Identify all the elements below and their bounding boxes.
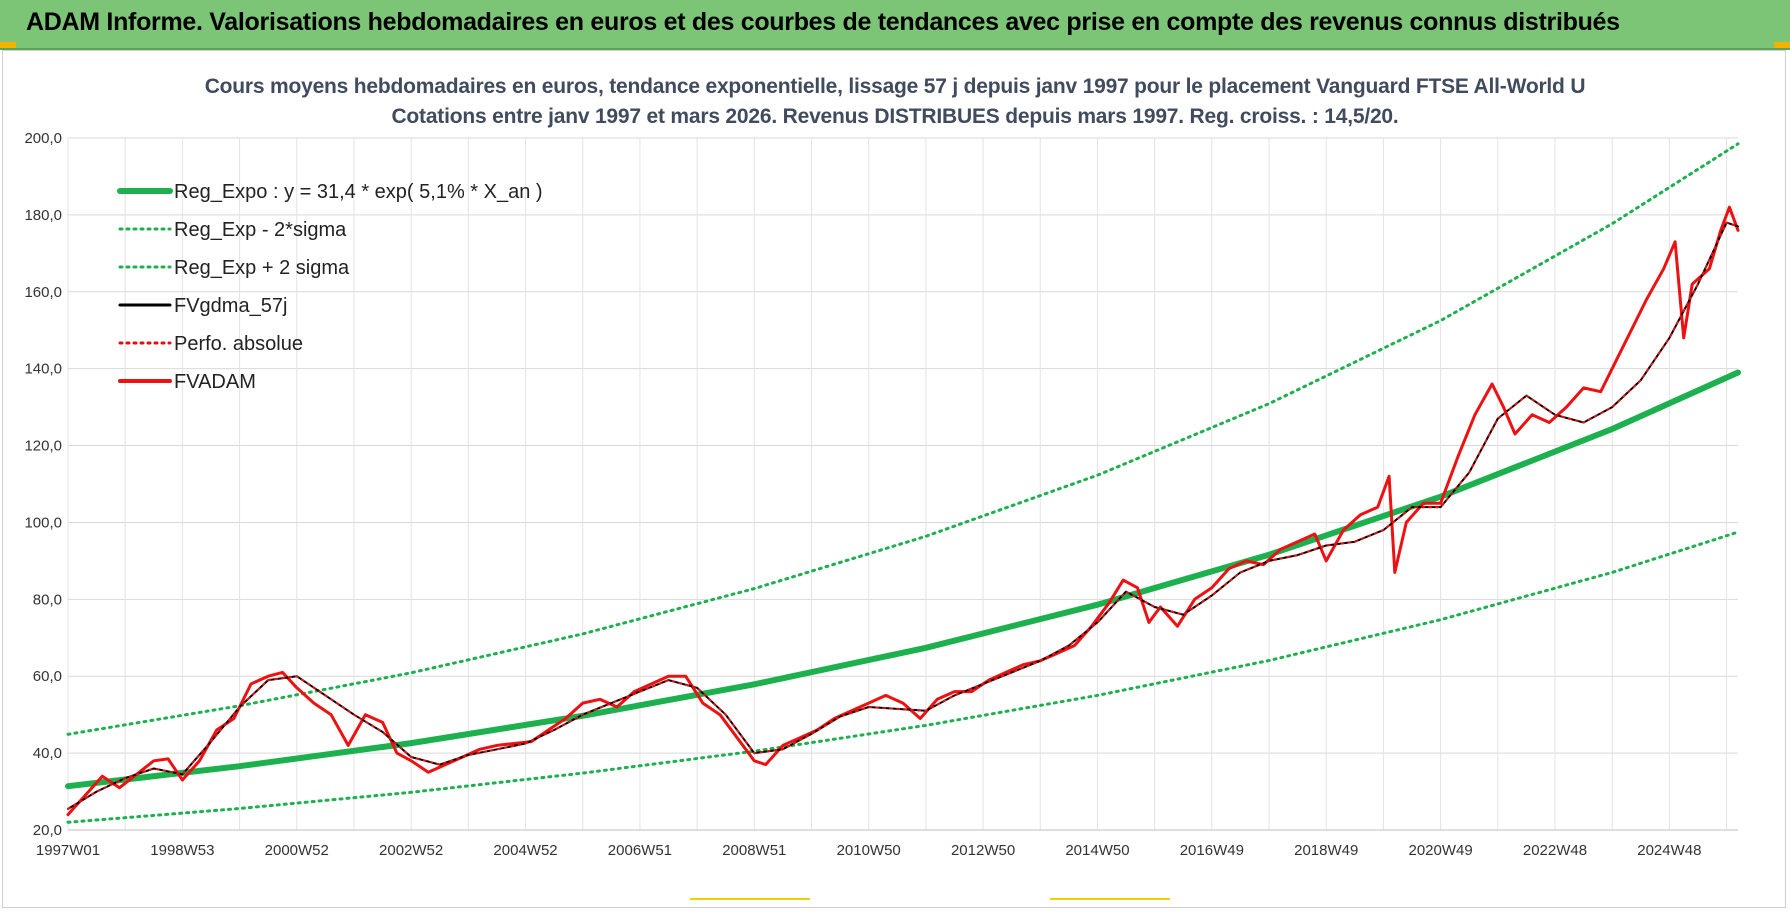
y-tick-label: 40,0: [33, 745, 62, 762]
y-axis: 20,0 40,0 60,0 80,0 100,0 120,0 140,0 160,0 180,…: [24, 130, 62, 839]
x-tick-label: 2002W52: [379, 842, 443, 859]
series-line-4: [67, 221, 1739, 810]
y-tick-label: 200,0: [24, 130, 62, 147]
bottom-mark: [690, 898, 810, 900]
x-tick-label: 2010W50: [837, 842, 901, 859]
series-line-2: [66, 142, 1740, 736]
x-tick-label: 2024W48: [1637, 842, 1701, 859]
chart-series: [65, 142, 1741, 824]
legend-label: FVgdma_57j: [174, 295, 287, 317]
x-axis: 1997W01 1998W53 2000W52 2002W52 2004W52 2006W…: [36, 829, 1738, 859]
report-banner: ADAM Informe. Valorisations hebdomadaire…: [0, 0, 1790, 50]
y-tick-label: 80,0: [33, 591, 62, 608]
x-tick-label: 2022W48: [1523, 842, 1587, 859]
y-tick-label: 100,0: [24, 514, 62, 531]
x-tick-label: 2020W49: [1408, 842, 1472, 859]
corner-mark: [1774, 42, 1790, 48]
chart-title-block: Cours moyens hebdomadaires en euros, ten…: [0, 72, 1790, 132]
y-tick-label: 60,0: [33, 668, 62, 685]
series-line-0: [65, 369, 1741, 790]
y-tick-label: 20,0: [33, 822, 62, 839]
x-tick-label: 2014W50: [1065, 842, 1129, 859]
x-tick-label: 2016W49: [1180, 842, 1244, 859]
x-tick-label: 2006W51: [608, 842, 672, 859]
corner-mark: [0, 42, 16, 48]
x-tick-label: 2000W52: [265, 842, 329, 859]
x-tick-label: 2012W50: [951, 842, 1015, 859]
y-tick-label: 140,0: [24, 361, 62, 378]
legend-label: FVADAM: [174, 371, 256, 393]
chart-title: Cours moyens hebdomadaires en euros, ten…: [204, 75, 1586, 98]
chart-grid: [67, 137, 1738, 831]
y-tick-label: 160,0: [24, 284, 62, 301]
x-tick-label: 2004W52: [493, 842, 557, 859]
x-tick-label: 1997W01: [36, 842, 100, 859]
legend-label: Perfo. absolue: [174, 333, 303, 355]
chart-legend: Reg_Expo : y = 31,4 * exp( 5,1% * X_an )…: [117, 181, 543, 393]
y-tick-label: 120,0: [24, 438, 62, 455]
legend-label: Reg_Exp - 2*sigma: [174, 219, 347, 241]
x-tick-label: 1998W53: [150, 842, 214, 859]
legend-label: Reg_Exp + 2 sigma: [174, 257, 350, 279]
legend-label: Reg_Expo : y = 31,4 * exp( 5,1% * X_an ): [174, 181, 543, 203]
series-line-1: [66, 530, 1740, 824]
chart-subtitle: Cotations entre janv 1997 et mars 2026. …: [391, 105, 1399, 128]
y-tick-label: 180,0: [24, 207, 62, 224]
bottom-mark: [1050, 898, 1170, 900]
report-banner-title: ADAM Informe. Valorisations hebdomadaire…: [26, 8, 1620, 36]
x-tick-label: 2008W51: [722, 842, 786, 859]
series-line-5: [66, 205, 1740, 817]
series-line-3: [67, 221, 1739, 810]
x-tick-label: 2018W49: [1294, 842, 1358, 859]
chart-frame: [2, 50, 1786, 908]
